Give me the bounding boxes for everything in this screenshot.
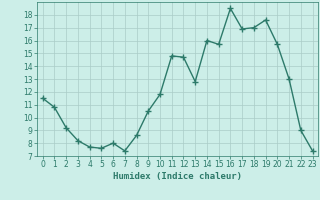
X-axis label: Humidex (Indice chaleur): Humidex (Indice chaleur)	[113, 172, 242, 181]
